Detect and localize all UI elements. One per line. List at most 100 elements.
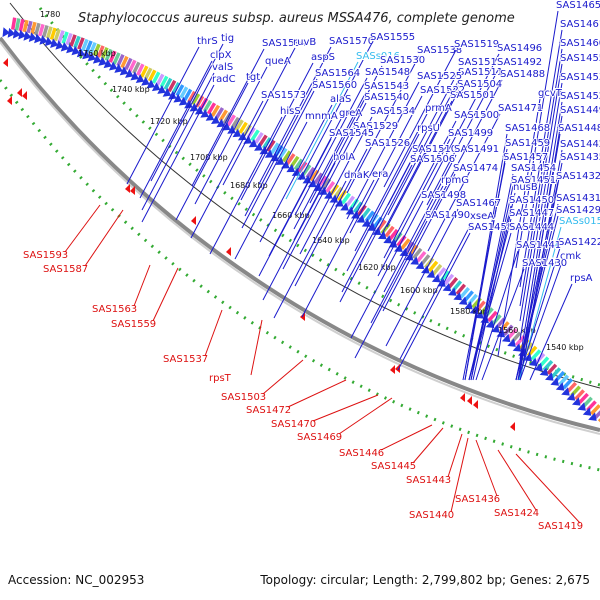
forward-gene-label[interactable]: SAS1455 — [559, 52, 600, 65]
forward-gene-label[interactable]: SAS1498 — [420, 189, 467, 202]
forward-gene-label[interactable]: nusB — [512, 181, 539, 194]
forward-gene-label[interactable]: tig — [220, 32, 235, 45]
forward-gene-label[interactable]: SAS1504 — [456, 78, 503, 91]
forward-gene-label[interactable]: SAS1540 — [363, 91, 410, 104]
reverse-gene-label[interactable]: SAS1563 — [92, 304, 137, 315]
reverse-gene-label[interactable]: SAS1424 — [494, 508, 539, 519]
forward-gene-label[interactable]: SAS1538 — [416, 44, 463, 57]
forward-gene-label[interactable]: SAS1471 — [497, 102, 544, 115]
forward-gene-label[interactable]: SAS1511 — [457, 66, 504, 79]
forward-gene-label[interactable]: SAS1543 — [363, 80, 410, 93]
forward-gene-label[interactable]: SAS1448 — [557, 122, 600, 135]
forward-gene-label[interactable]: SAS1492 — [496, 56, 543, 69]
forward-gene-label[interactable]: SAS1447 — [508, 207, 555, 220]
forward-gene-label[interactable]: ruvB — [292, 36, 317, 49]
rna-gene-label[interactable]: SASs015 — [558, 215, 600, 228]
forward-gene-label[interactable]: rpsA — [569, 272, 594, 285]
forward-gene-label[interactable]: radC — [211, 73, 237, 86]
forward-gene-label[interactable]: SAS1519 — [453, 38, 500, 51]
forward-gene-label[interactable]: SAS1501 — [449, 89, 496, 102]
forward-gene-label[interactable]: aspS — [310, 51, 336, 64]
forward-gene-label[interactable]: SAS1432 — [555, 170, 600, 183]
forward-gene-label[interactable]: SAS1570 — [328, 35, 375, 48]
forward-gene-label[interactable]: SAS1474 — [452, 162, 499, 175]
forward-gene-label[interactable]: gcvT — [537, 87, 564, 100]
forward-gene-label[interactable]: mnmA — [304, 110, 339, 123]
forward-gene-label[interactable]: queA — [264, 55, 292, 68]
reverse-gene-label[interactable]: SAS1443 — [406, 475, 451, 486]
forward-gene-label[interactable]: SAS1594 — [261, 37, 308, 50]
forward-gene-label[interactable]: rpmG — [440, 174, 470, 187]
forward-gene-label[interactable]: SAS1515 — [457, 56, 504, 69]
forward-gene-label[interactable]: SAS1560 — [311, 79, 358, 92]
forward-gene-label[interactable]: greA — [338, 107, 363, 120]
reverse-gene-label[interactable]: SAS1436 — [455, 494, 500, 505]
rna-gene-label[interactable]: SASs016 — [355, 50, 401, 63]
reverse-gene-label[interactable]: SAS1537 — [163, 354, 208, 365]
forward-gene-label[interactable]: SAS1449 — [559, 104, 600, 117]
forward-gene-label[interactable]: SAS1459 — [504, 137, 551, 150]
forward-gene-label[interactable]: SAS1490 — [424, 209, 471, 222]
forward-gene-label[interactable]: SAS1545 — [328, 127, 375, 140]
forward-gene-label[interactable]: SAS1555 — [369, 31, 416, 44]
forward-gene-label[interactable]: xseA — [469, 210, 495, 223]
forward-gene-label[interactable]: SAS1444 — [508, 221, 555, 234]
forward-gene-label[interactable]: SAS1453 — [559, 71, 600, 84]
forward-gene-label[interactable]: SAS1430 — [521, 257, 568, 270]
forward-gene-label[interactable]: prmA — [424, 102, 453, 115]
forward-gene-label[interactable]: SAS1534 — [369, 105, 416, 118]
forward-gene-label[interactable]: SAS1450 — [508, 194, 555, 207]
forward-gene-label[interactable]: SAS1506 — [409, 153, 456, 166]
forward-gene-label[interactable]: SAS1441 — [515, 239, 562, 252]
forward-gene-label[interactable]: SAS1522 — [419, 84, 466, 97]
reverse-gene-label[interactable]: SAS1593 — [23, 250, 68, 261]
forward-gene-label[interactable]: SAS1458 — [467, 221, 514, 234]
forward-gene-label[interactable]: thrS — [196, 35, 219, 48]
forward-gene-label[interactable]: SAS1454 — [510, 162, 557, 175]
forward-gene-label[interactable]: SAS1451 — [510, 174, 557, 187]
reverse-gene-label[interactable]: SAS1445 — [371, 461, 416, 472]
forward-gene-label[interactable]: hisS — [279, 105, 302, 118]
forward-gene-label[interactable]: holA — [332, 151, 356, 164]
forward-gene-label[interactable]: era — [371, 168, 389, 181]
forward-gene-label[interactable]: tgt — [245, 71, 261, 84]
forward-gene-label[interactable]: alaS — [329, 93, 352, 106]
forward-gene-label[interactable]: SAS1499 — [447, 127, 494, 140]
forward-gene-label[interactable]: SAS1496 — [496, 42, 543, 55]
forward-gene-label[interactable]: SAS1573 — [260, 89, 307, 102]
forward-gene-label[interactable]: SAS1452 — [559, 90, 600, 103]
forward-gene-label[interactable]: SAS1435 — [559, 151, 600, 164]
forward-gene-label[interactable]: SAS1526 — [364, 137, 411, 150]
forward-gene-label[interactable]: valS — [211, 61, 234, 74]
forward-gene-label[interactable]: SAS1461 — [559, 18, 600, 31]
forward-gene-label[interactable]: SAS1422 — [557, 236, 600, 249]
forward-gene-label[interactable]: SAS1431 — [555, 192, 600, 205]
forward-gene-label[interactable]: SAS1530 — [379, 54, 426, 67]
forward-gene-label[interactable]: SAS1429 — [555, 204, 600, 217]
reverse-gene-label[interactable]: SAS1587 — [43, 264, 88, 275]
forward-gene-label[interactable]: rpsU — [416, 122, 441, 135]
forward-gene-label[interactable]: SAS1491 — [453, 143, 500, 156]
reverse-gene-label[interactable]: rpsT — [209, 373, 232, 384]
reverse-gene-label[interactable]: SAS1440 — [409, 510, 454, 521]
reverse-gene-label[interactable]: SAS1503 — [221, 392, 266, 403]
reverse-gene-label[interactable]: SAS1472 — [246, 405, 291, 416]
forward-gene-label[interactable]: SAS1467 — [455, 197, 502, 210]
reverse-gene-label[interactable]: SAS1470 — [271, 419, 316, 430]
reverse-gene-label[interactable]: SAS1469 — [297, 432, 342, 443]
forward-gene-label[interactable]: SAS1529 — [352, 120, 399, 133]
forward-gene-label[interactable]: SAS1510 — [411, 143, 458, 156]
reverse-gene-label[interactable]: SAS1559 — [111, 319, 156, 330]
reverse-gene-label[interactable]: SAS1419 — [538, 521, 583, 532]
forward-gene-label[interactable]: SAS1442 — [559, 138, 600, 151]
forward-gene-label[interactable]: clpX — [209, 49, 233, 62]
forward-gene-label[interactable]: SAS1564 — [314, 67, 361, 80]
forward-gene-label[interactable]: SAS1465 — [555, 0, 600, 12]
forward-gene-label[interactable]: SAS1460 — [559, 37, 600, 50]
forward-gene-label[interactable]: SAS1457 — [502, 151, 549, 164]
forward-gene-label[interactable]: SAS1500 — [453, 109, 500, 122]
forward-gene-label[interactable]: dnaK — [343, 169, 371, 182]
forward-gene-label[interactable]: SAS1468 — [504, 122, 551, 135]
forward-gene-label[interactable]: SAS1488 — [499, 68, 546, 81]
forward-gene-label[interactable]: cmk — [559, 250, 582, 263]
